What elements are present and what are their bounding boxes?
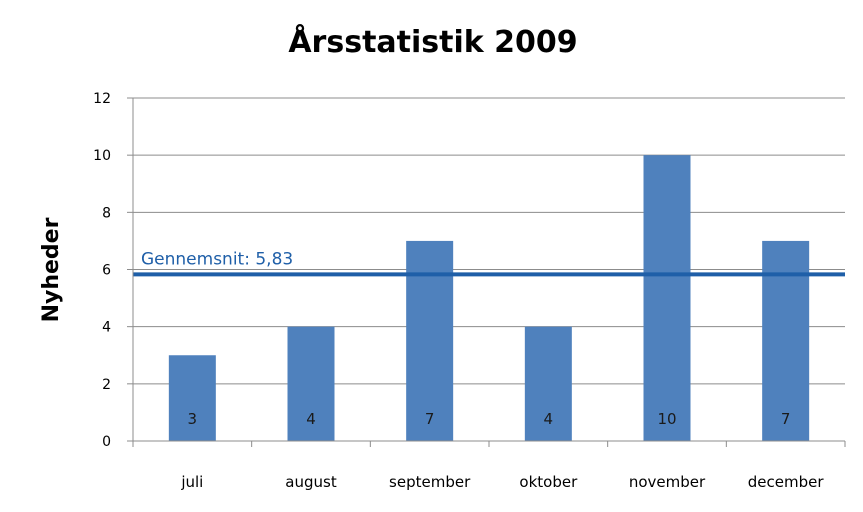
data-label: 10 [657, 410, 676, 428]
data-label: 4 [306, 410, 316, 428]
y-tick-label: 8 [102, 205, 111, 221]
bar-oktober [524, 326, 572, 441]
y-tick-label: 2 [102, 377, 111, 393]
gridlines [133, 97, 845, 385]
bar-juli [168, 355, 216, 441]
average-line-group: Gennemsnit: 5,83 [133, 249, 845, 277]
data-label: 7 [781, 410, 791, 428]
y-tick-label: 6 [102, 263, 111, 279]
y-axis-label: Nyheder [39, 217, 64, 322]
bar-august [287, 326, 335, 441]
x-axis-categories: juli august september oktober november decemb… [180, 473, 824, 491]
x-tick-label: juli [180, 473, 203, 491]
y-tick-label: 10 [93, 148, 111, 164]
data-label: 4 [544, 410, 554, 428]
bar-november [643, 155, 691, 441]
x-tick-label: september [389, 473, 471, 491]
data-label: 7 [425, 410, 435, 428]
x-tick-label: november [629, 473, 706, 491]
x-tick-label: oktober [519, 473, 578, 491]
y-axis-ticks: 0 2 4 6 8 10 12 [93, 91, 133, 450]
x-tick-label: december [748, 473, 825, 491]
y-tick-label: 12 [93, 91, 111, 107]
bars [168, 155, 810, 441]
y-tick-label: 4 [102, 320, 111, 336]
axes [132, 98, 846, 447]
x-tick-label: august [285, 473, 337, 491]
y-tick-label: 0 [102, 434, 111, 450]
average-label: Gennemsnit: 5,83 [141, 249, 293, 269]
data-labels: 3 4 7 4 10 7 [188, 410, 791, 428]
data-label: 3 [188, 410, 198, 428]
chart-title: Årsstatistik 2009 [288, 23, 577, 60]
